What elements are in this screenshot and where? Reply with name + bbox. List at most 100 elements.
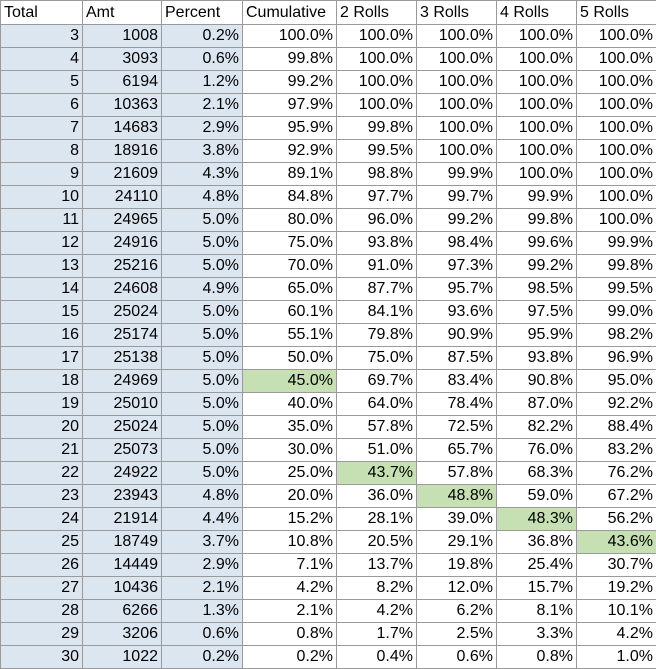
cell-2-rolls[interactable]: 20.5% <box>337 531 417 554</box>
cell-cumulative[interactable]: 50.0% <box>243 347 337 370</box>
cell-cumulative[interactable]: 95.9% <box>243 117 337 140</box>
cell-percent[interactable]: 2.9% <box>162 117 243 140</box>
cell-2-rolls[interactable]: 75.0% <box>337 347 417 370</box>
cell-4-rolls[interactable]: 48.3% <box>497 508 577 531</box>
cell-percent[interactable]: 2.9% <box>162 554 243 577</box>
cell-total[interactable]: 7 <box>1 117 83 140</box>
cell-3-rolls[interactable]: 100.0% <box>417 48 497 71</box>
cell-3-rolls[interactable]: 100.0% <box>417 140 497 163</box>
cell-cumulative[interactable]: 4.2% <box>243 577 337 600</box>
cell-percent[interactable]: 1.2% <box>162 71 243 94</box>
cell-total[interactable]: 14 <box>1 278 83 301</box>
cell-5-rolls[interactable]: 56.2% <box>577 508 656 531</box>
cell-cumulative[interactable]: 10.8% <box>243 531 337 554</box>
cell-total[interactable]: 12 <box>1 232 83 255</box>
cell-2-rolls[interactable]: 100.0% <box>337 71 417 94</box>
cell-percent[interactable]: 0.6% <box>162 623 243 646</box>
cell-total[interactable]: 6 <box>1 94 83 117</box>
cell-percent[interactable]: 4.4% <box>162 508 243 531</box>
cell-4-rolls[interactable]: 100.0% <box>497 25 577 48</box>
cell-2-rolls[interactable]: 1.7% <box>337 623 417 646</box>
cell-5-rolls[interactable]: 100.0% <box>577 186 656 209</box>
cell-amt[interactable]: 21609 <box>83 163 162 186</box>
cell-percent[interactable]: 5.0% <box>162 209 243 232</box>
cell-2-rolls[interactable]: 99.8% <box>337 117 417 140</box>
cell-total[interactable]: 13 <box>1 255 83 278</box>
cell-5-rolls[interactable]: 99.5% <box>577 278 656 301</box>
cell-percent[interactable]: 4.8% <box>162 485 243 508</box>
cell-3-rolls[interactable]: 12.0% <box>417 577 497 600</box>
cell-cumulative[interactable]: 0.8% <box>243 623 337 646</box>
cell-amt[interactable]: 24922 <box>83 462 162 485</box>
cell-5-rolls[interactable]: 30.7% <box>577 554 656 577</box>
cell-2-rolls[interactable]: 57.8% <box>337 416 417 439</box>
cell-amt[interactable]: 24969 <box>83 370 162 393</box>
cell-5-rolls[interactable]: 95.0% <box>577 370 656 393</box>
cell-total[interactable]: 19 <box>1 393 83 416</box>
cell-percent[interactable]: 0.2% <box>162 25 243 48</box>
cell-total[interactable]: 3 <box>1 25 83 48</box>
cell-5-rolls[interactable]: 100.0% <box>577 25 656 48</box>
cell-cumulative[interactable]: 30.0% <box>243 439 337 462</box>
cell-total[interactable]: 15 <box>1 301 83 324</box>
cell-2-rolls[interactable]: 36.0% <box>337 485 417 508</box>
cell-cumulative[interactable]: 35.0% <box>243 416 337 439</box>
cell-5-rolls[interactable]: 99.9% <box>577 232 656 255</box>
cell-amt[interactable]: 3206 <box>83 623 162 646</box>
header-percent[interactable]: Percent <box>162 1 243 25</box>
cell-4-rolls[interactable]: 76.0% <box>497 439 577 462</box>
cell-cumulative[interactable]: 60.1% <box>243 301 337 324</box>
cell-5-rolls[interactable]: 99.8% <box>577 255 656 278</box>
cell-total[interactable]: 9 <box>1 163 83 186</box>
cell-total[interactable]: 10 <box>1 186 83 209</box>
cell-3-rolls[interactable]: 97.3% <box>417 255 497 278</box>
cell-2-rolls[interactable]: 98.8% <box>337 163 417 186</box>
cell-amt[interactable]: 18749 <box>83 531 162 554</box>
cell-amt[interactable]: 18916 <box>83 140 162 163</box>
cell-amt[interactable]: 10363 <box>83 94 162 117</box>
cell-4-rolls[interactable]: 100.0% <box>497 117 577 140</box>
cell-2-rolls[interactable]: 28.1% <box>337 508 417 531</box>
cell-amt[interactable]: 25024 <box>83 416 162 439</box>
cell-total[interactable]: 28 <box>1 600 83 623</box>
cell-3-rolls[interactable]: 2.5% <box>417 623 497 646</box>
cell-3-rolls[interactable]: 19.8% <box>417 554 497 577</box>
cell-total[interactable]: 11 <box>1 209 83 232</box>
cell-amt[interactable]: 24608 <box>83 278 162 301</box>
cell-total[interactable]: 17 <box>1 347 83 370</box>
cell-percent[interactable]: 4.9% <box>162 278 243 301</box>
cell-amt[interactable]: 25216 <box>83 255 162 278</box>
cell-total[interactable]: 30 <box>1 646 83 669</box>
cell-3-rolls[interactable]: 48.8% <box>417 485 497 508</box>
cell-3-rolls[interactable]: 39.0% <box>417 508 497 531</box>
cell-2-rolls[interactable]: 64.0% <box>337 393 417 416</box>
cell-5-rolls[interactable]: 100.0% <box>577 71 656 94</box>
cell-2-rolls[interactable]: 87.7% <box>337 278 417 301</box>
cell-2-rolls[interactable]: 79.8% <box>337 324 417 347</box>
cell-4-rolls[interactable]: 15.7% <box>497 577 577 600</box>
cell-5-rolls[interactable]: 100.0% <box>577 163 656 186</box>
cell-total[interactable]: 21 <box>1 439 83 462</box>
cell-5-rolls[interactable]: 100.0% <box>577 94 656 117</box>
cell-2-rolls[interactable]: 13.7% <box>337 554 417 577</box>
cell-4-rolls[interactable]: 0.8% <box>497 646 577 669</box>
cell-5-rolls[interactable]: 100.0% <box>577 140 656 163</box>
cell-amt[interactable]: 14449 <box>83 554 162 577</box>
cell-2-rolls[interactable]: 51.0% <box>337 439 417 462</box>
cell-cumulative[interactable]: 55.1% <box>243 324 337 347</box>
cell-cumulative[interactable]: 7.1% <box>243 554 337 577</box>
cell-percent[interactable]: 3.8% <box>162 140 243 163</box>
cell-2-rolls[interactable]: 4.2% <box>337 600 417 623</box>
cell-2-rolls[interactable]: 91.0% <box>337 255 417 278</box>
cell-5-rolls[interactable]: 4.2% <box>577 623 656 646</box>
cell-4-rolls[interactable]: 100.0% <box>497 163 577 186</box>
cell-amt[interactable]: 24965 <box>83 209 162 232</box>
cell-3-rolls[interactable]: 93.6% <box>417 301 497 324</box>
cell-amt[interactable]: 25024 <box>83 301 162 324</box>
cell-cumulative[interactable]: 0.2% <box>243 646 337 669</box>
cell-4-rolls[interactable]: 36.8% <box>497 531 577 554</box>
cell-total[interactable]: 29 <box>1 623 83 646</box>
cell-3-rolls[interactable]: 57.8% <box>417 462 497 485</box>
cell-2-rolls[interactable]: 100.0% <box>337 48 417 71</box>
cell-total[interactable]: 26 <box>1 554 83 577</box>
